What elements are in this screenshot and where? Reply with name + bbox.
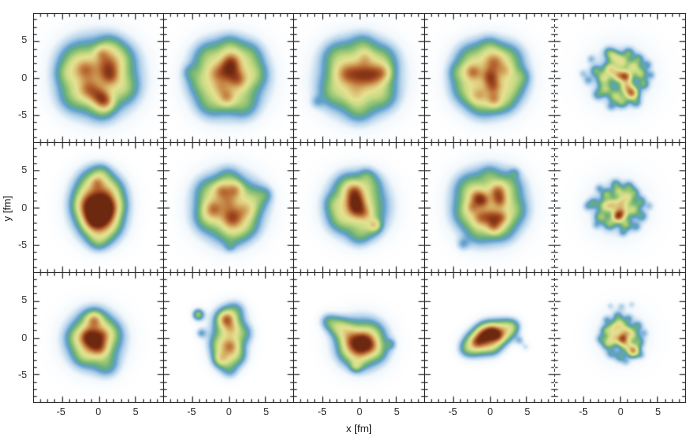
heatmap-panel-grid — [33, 13, 686, 403]
heatmap-canvas-r3c2 — [164, 272, 294, 402]
heatmap-canvas-r1c1 — [34, 14, 164, 143]
heatmap-canvas-r1c2 — [164, 14, 294, 143]
x-tick-label: 0 — [487, 407, 493, 418]
y-tick-label: 0 — [21, 202, 27, 214]
heatmap-panel-r2c2 — [164, 143, 295, 273]
x-tick-label: -5 — [448, 407, 458, 418]
y-axis-title: y [fm] — [1, 195, 14, 222]
x-tick-label: 5 — [655, 407, 661, 418]
heatmap-panel-r2c1 — [34, 143, 165, 273]
heatmap-panel-r3c1 — [34, 272, 165, 402]
heatmap-panel-r3c2 — [164, 272, 295, 402]
heatmap-panel-r2c5 — [554, 143, 685, 273]
y-tick-label: 0 — [21, 72, 27, 84]
heatmap-canvas-r1c5 — [554, 14, 685, 143]
y-tick-label: 5 — [21, 35, 27, 47]
x-tick-label: 0 — [617, 407, 624, 418]
x-tick-label: 5 — [524, 407, 531, 418]
heatmap-canvas-r2c4 — [424, 143, 554, 272]
heatmap-panel-r1c1 — [34, 14, 165, 144]
heatmap-canvas-r3c1 — [34, 272, 164, 402]
x-axis-title: x [fm] — [346, 423, 372, 435]
heatmap-canvas-r3c3 — [294, 272, 424, 402]
heatmap-panel-r3c5 — [554, 272, 685, 402]
heatmap-panel-r2c4 — [424, 143, 555, 273]
heatmap-panel-r1c5 — [554, 14, 685, 144]
x-tick-label: 0 — [95, 407, 102, 418]
heatmap-canvas-r1c3 — [294, 14, 424, 143]
heatmap-canvas-r1c4 — [424, 14, 554, 143]
x-tick-label: -5 — [317, 407, 327, 418]
heatmap-canvas-r2c5 — [554, 143, 685, 272]
x-tick-label: 5 — [394, 407, 400, 418]
y-tick-label: -5 — [18, 239, 27, 251]
y-tick-label: -5 — [18, 369, 27, 381]
x-tick-label: 5 — [263, 407, 269, 418]
heatmap-canvas-r2c1 — [34, 143, 164, 272]
x-tick-label: -5 — [187, 407, 197, 418]
heatmap-panel-r3c4 — [424, 272, 555, 402]
heatmap-canvas-r2c3 — [294, 143, 424, 272]
heatmap-panel-r1c2 — [164, 14, 295, 144]
heatmap-canvas-r3c4 — [424, 272, 554, 402]
x-tick-label: -5 — [56, 407, 66, 418]
y-tick-label: -5 — [18, 109, 27, 121]
heatmap-canvas-r3c5 — [554, 272, 685, 402]
x-tick-label: 5 — [132, 407, 139, 418]
heatmap-canvas-r2c2 — [164, 143, 294, 272]
x-tick-label: 0 — [356, 407, 363, 418]
heatmap-panel-r2c3 — [294, 143, 425, 273]
heatmap-panel-r3c3 — [294, 272, 425, 402]
heatmap-panel-r1c3 — [294, 14, 425, 144]
x-tick-label: -5 — [578, 407, 588, 418]
heatmap-panel-r1c4 — [424, 14, 555, 144]
y-tick-label: 5 — [21, 165, 27, 177]
x-tick-label: 0 — [226, 407, 232, 418]
y-tick-label: 5 — [21, 295, 27, 307]
y-tick-label: 0 — [21, 332, 27, 344]
